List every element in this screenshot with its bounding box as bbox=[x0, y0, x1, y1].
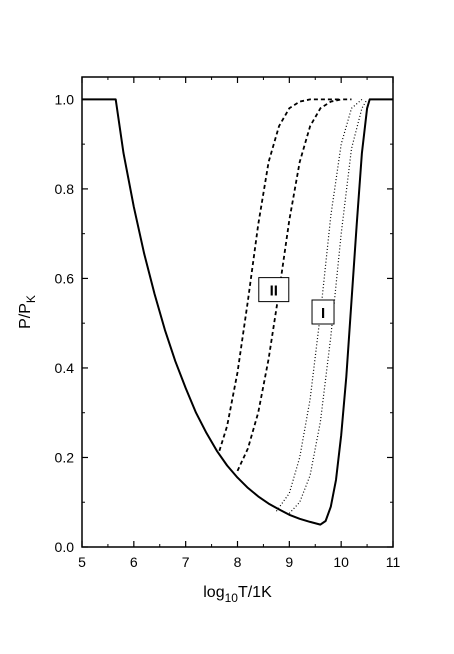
x-tick-label: 11 bbox=[386, 554, 401, 570]
tick-layer: 5 6 7 8 9 10 11 0.0 0.2 0.4 0.6 0.8 1.0 bbox=[55, 77, 401, 570]
x-tick-label: 9 bbox=[285, 554, 293, 570]
y-tick-label: 0.0 bbox=[55, 539, 75, 555]
annotation-label: II bbox=[270, 283, 278, 300]
y-tick-label: 0.6 bbox=[55, 270, 75, 286]
x-axis-label-subscript: 10 bbox=[225, 591, 239, 605]
y-tick-label: 1.0 bbox=[55, 91, 75, 107]
x-axis-label-rest: T/1K bbox=[238, 584, 272, 601]
y-tick-label: 0.2 bbox=[55, 449, 75, 465]
series-line-dashed-2 bbox=[236, 98, 352, 472]
x-tick-label: 7 bbox=[182, 554, 190, 570]
annotation-box bbox=[311, 299, 335, 325]
x-tick-label: 5 bbox=[78, 554, 86, 570]
annotation-label: I bbox=[321, 305, 325, 322]
x-axis-label: log10T/1K bbox=[203, 584, 272, 605]
y-axis-label-main: P/P bbox=[17, 303, 34, 329]
x-tick-label: 8 bbox=[234, 554, 242, 570]
y-axis-label-subscript: K bbox=[24, 295, 38, 303]
x-axis-label-main: log bbox=[203, 584, 224, 601]
y-tick-label: 0.4 bbox=[55, 360, 75, 376]
x-tick-label: 10 bbox=[333, 554, 349, 570]
x-tick-label: 6 bbox=[130, 554, 138, 570]
series-line-solid-0 bbox=[82, 98, 393, 526]
annotation-box bbox=[258, 277, 290, 303]
series-line-dotted-3 bbox=[275, 98, 363, 512]
annotation-layer: III bbox=[258, 277, 335, 325]
y-tick-label: 0.8 bbox=[55, 181, 75, 197]
series-layer bbox=[82, 98, 393, 526]
y-axis-label: P/PK bbox=[17, 295, 38, 329]
series-line-dashed-1 bbox=[218, 98, 342, 452]
